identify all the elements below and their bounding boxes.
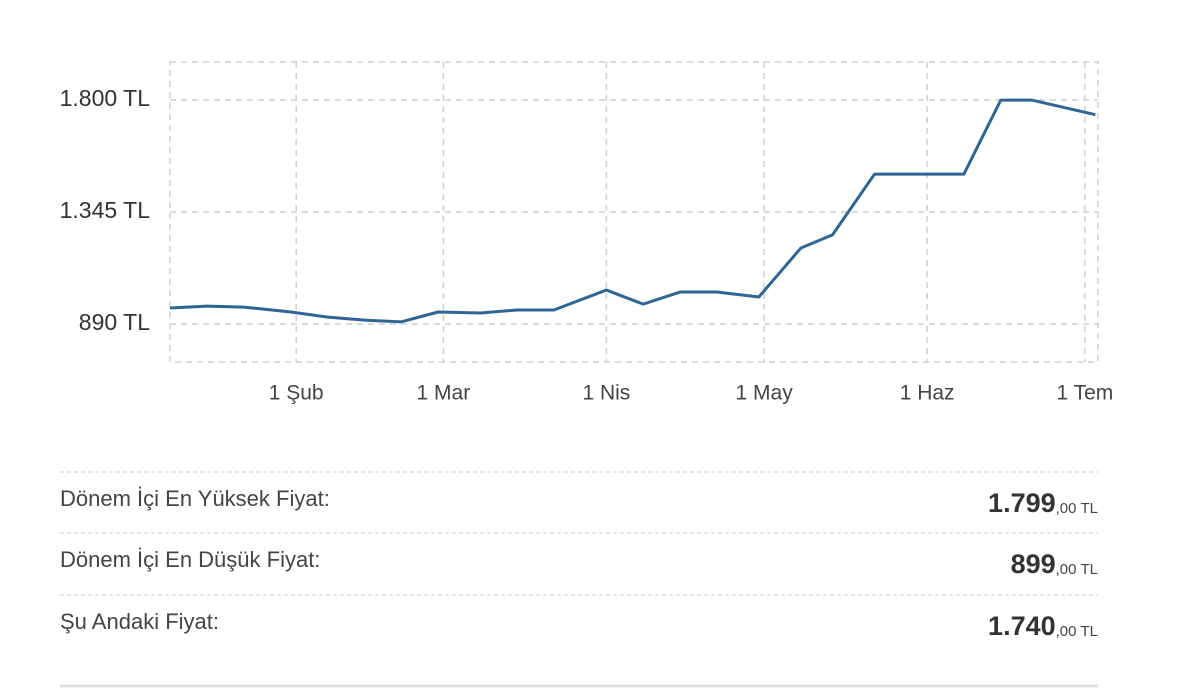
stat-integer: 1.799 <box>988 488 1056 518</box>
stat-label: Dönem İçi En Yüksek Fiyat: <box>60 486 330 511</box>
x-tick-label: 1 Şub <box>269 382 324 405</box>
stat-decimals: ,00 <box>1056 561 1077 578</box>
stat-unit: TL <box>1080 561 1098 578</box>
x-tick-label: 1 Haz <box>900 382 955 405</box>
stat-decimals: ,00 <box>1056 623 1077 640</box>
stat-integer: 899 <box>1011 549 1056 579</box>
y-tick-label: 1.800 TL <box>60 85 151 111</box>
stat-value: 1.799,00 TL <box>988 488 1098 518</box>
x-tick-label: 1 May <box>736 382 794 405</box>
stat-label: Dönem İçi En Düşük Fiyat: <box>60 547 320 572</box>
stat-integer: 1.740 <box>988 611 1056 641</box>
x-tick-label: 1 Tem <box>1056 382 1113 405</box>
x-tick-label: 1 Mar <box>417 382 471 405</box>
price-line <box>169 98 1096 324</box>
stat-decimals: ,00 <box>1056 500 1077 517</box>
stat-unit: TL <box>1080 500 1098 517</box>
stat-value: 899,00 TL <box>1011 549 1098 579</box>
stat-value: 1.740,00 TL <box>988 611 1098 641</box>
y-tick-label: 890 TL <box>79 309 150 335</box>
x-tick-label: 1 Nis <box>582 382 630 405</box>
stat-unit: TL <box>1080 623 1098 640</box>
y-tick-label: 1.345 TL <box>60 197 151 223</box>
stat-label: Şu Andaki Fiyat: <box>60 609 219 634</box>
